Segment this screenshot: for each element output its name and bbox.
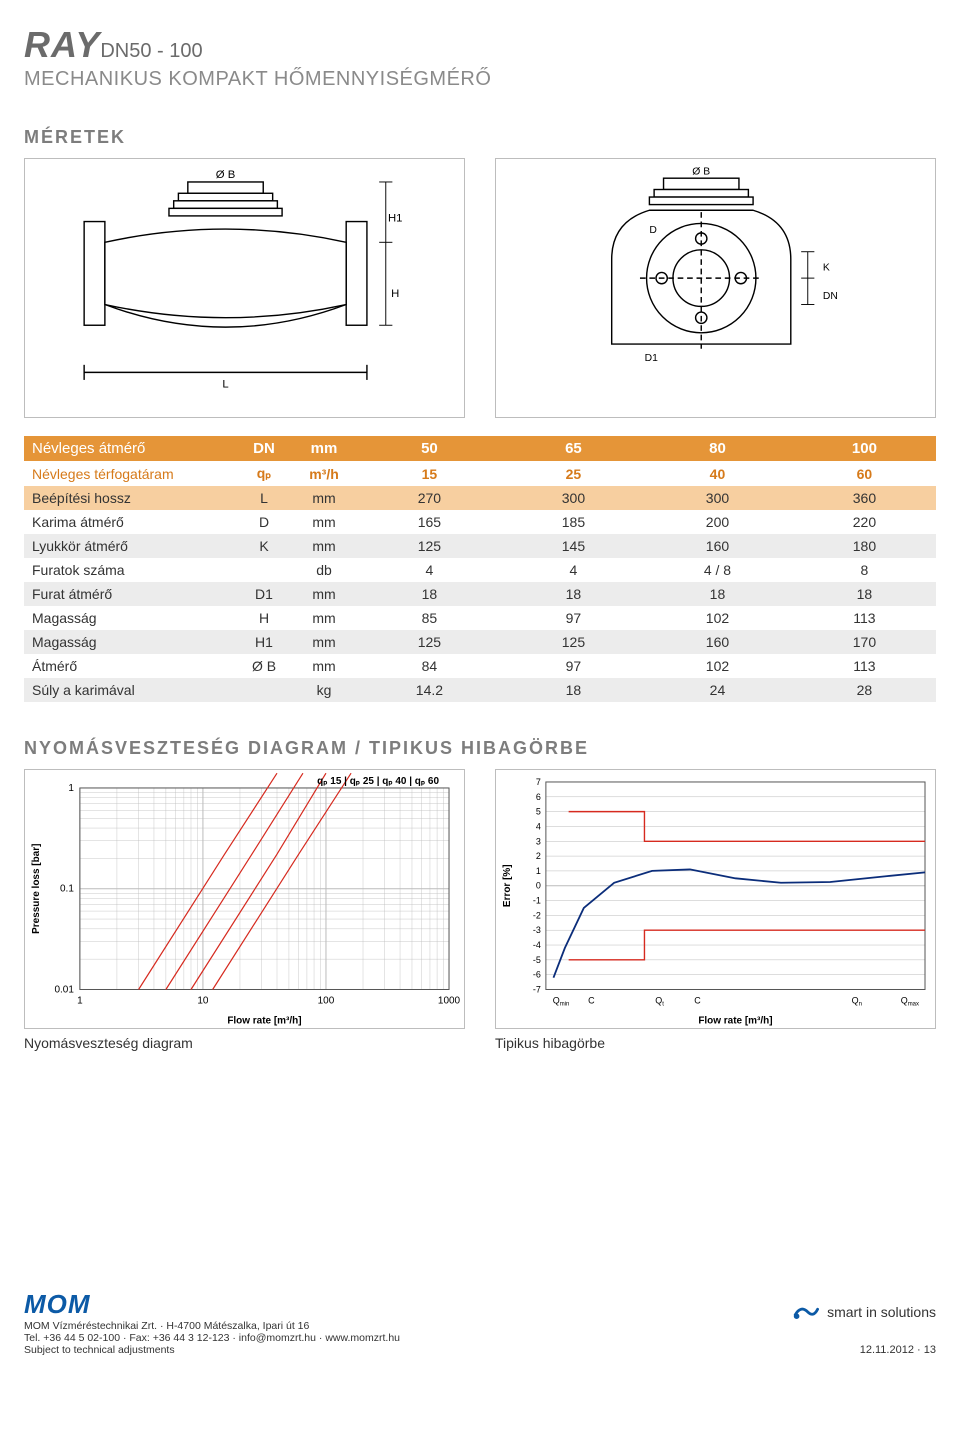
footer-company: MOM Vízméréstechnikai Zrt. · H-4700 Máté… <box>24 1320 400 1332</box>
svg-text:C: C <box>694 995 701 1005</box>
caption-pressure: Nyomásveszteség diagram <box>24 1035 465 1051</box>
label-ob: Ø B <box>216 170 235 182</box>
svg-text:-6: -6 <box>533 970 541 980</box>
svg-text:2: 2 <box>536 851 541 861</box>
svg-text:Flow rate [m³/h]: Flow rate [m³/h] <box>698 1015 772 1026</box>
model-range: DN50 - 100 <box>100 40 202 62</box>
svg-text:10: 10 <box>197 995 209 1006</box>
footer-contact: Tel. +36 44 5 02-100 · Fax: +36 44 3 12-… <box>24 1332 400 1344</box>
svg-text:1: 1 <box>536 866 541 876</box>
svg-text:100: 100 <box>318 995 335 1006</box>
svg-text:0.1: 0.1 <box>60 884 74 895</box>
dimensions-table: Névleges átmérőDNmm506580100Névleges tér… <box>24 436 936 702</box>
footer-page: 13 <box>924 1344 936 1356</box>
page-footer: MOM MOM Vízméréstechnikai Zrt. · H-4700 … <box>24 1271 936 1356</box>
label-h: H <box>391 288 399 300</box>
svg-text:-2: -2 <box>533 910 541 920</box>
svg-text:Error [%]: Error [%] <box>502 864 513 907</box>
figure-front-view: Ø B D K DN D1 <box>495 158 936 418</box>
svg-text:Qmax: Qmax <box>901 995 919 1007</box>
svg-text:1: 1 <box>68 783 74 794</box>
label-dn: DN <box>823 291 838 302</box>
label-k: K <box>823 263 830 274</box>
svg-text:C: C <box>588 995 595 1005</box>
section-charts: NYOMÁSVESZTESÉG DIAGRAM / TIPIKUS HIBAGÖ… <box>24 738 936 759</box>
svg-text:Qt: Qt <box>655 995 664 1007</box>
footer-subject: Subject to technical adjustments <box>24 1344 400 1356</box>
svg-text:5: 5 <box>536 807 541 817</box>
label-d1: D1 <box>645 354 658 365</box>
label-d: D <box>650 225 657 236</box>
pressure-loss-chart: 1 10 100 1000 0.01 0.1 1 Flow rate [m³/h] Pressu… <box>24 769 465 1029</box>
svg-text:Flow rate [m³/h]: Flow rate [m³/h] <box>227 1015 301 1026</box>
svg-text:Qmin: Qmin <box>553 995 570 1007</box>
svg-text:1: 1 <box>77 995 83 1006</box>
svg-text:3: 3 <box>536 836 541 846</box>
svg-text:1000: 1000 <box>438 995 461 1006</box>
front-view-svg: Ø B D K DN D1 <box>508 165 923 410</box>
mom-logo: MOM <box>24 1289 400 1320</box>
svg-text:0: 0 <box>536 881 541 891</box>
svg-text:4: 4 <box>536 821 541 831</box>
label-l: L <box>222 379 228 391</box>
section-dimensions: MÉRETEK <box>24 127 936 148</box>
footer-date: 12.11.2012 <box>860 1344 914 1356</box>
svg-text:Qn: Qn <box>852 995 862 1007</box>
caption-error: Tipikus hibagörbe <box>495 1035 936 1051</box>
svg-text:-7: -7 <box>533 984 541 994</box>
pressure-chart-svg: 1 10 100 1000 0.01 0.1 1 Flow rate [m³/h] Pressu… <box>25 770 464 1029</box>
error-chart-svg: -7 -6 -5 -4 -3 -2 -1 0 1 2 3 4 5 6 7 Flow rate [m³/h] Er… <box>496 770 935 1029</box>
dimension-figures: Ø B H1 H L <box>24 158 936 418</box>
svg-text:-5: -5 <box>533 955 541 965</box>
svg-text:-3: -3 <box>533 925 541 935</box>
svg-text:qₚ 15 | qₚ 25 | qₚ 40 | qₚ 60: qₚ 15 | qₚ 25 | qₚ 40 | qₚ 60 <box>317 776 439 787</box>
svg-text:-1: -1 <box>533 896 541 906</box>
sis-icon <box>791 1302 819 1322</box>
label-h1: H1 <box>388 213 402 225</box>
sis-text: smart in solutions <box>827 1304 936 1320</box>
svg-text:7: 7 <box>536 777 541 787</box>
svg-text:6: 6 <box>536 792 541 802</box>
label-ob-r: Ø B <box>692 167 710 178</box>
svg-text:0.01: 0.01 <box>54 984 74 995</box>
side-view-svg: Ø B H1 H L <box>37 165 452 410</box>
product-subtitle: MECHANIKUS KOMPAKT HŐMENNYISÉGMÉRŐ <box>24 68 936 91</box>
svg-text:-4: -4 <box>533 940 541 950</box>
error-curve-chart: -7 -6 -5 -4 -3 -2 -1 0 1 2 3 4 5 6 7 Flow rate [m³/h] Er… <box>495 769 936 1029</box>
svg-text:Pressure loss [bar]: Pressure loss [bar] <box>31 844 42 934</box>
header: RAYDN50 - 100 MECHANIKUS KOMPAKT HŐMENNY… <box>24 24 936 91</box>
brand-logo: RAY <box>24 24 100 65</box>
figure-side-view: Ø B H1 H L <box>24 158 465 418</box>
